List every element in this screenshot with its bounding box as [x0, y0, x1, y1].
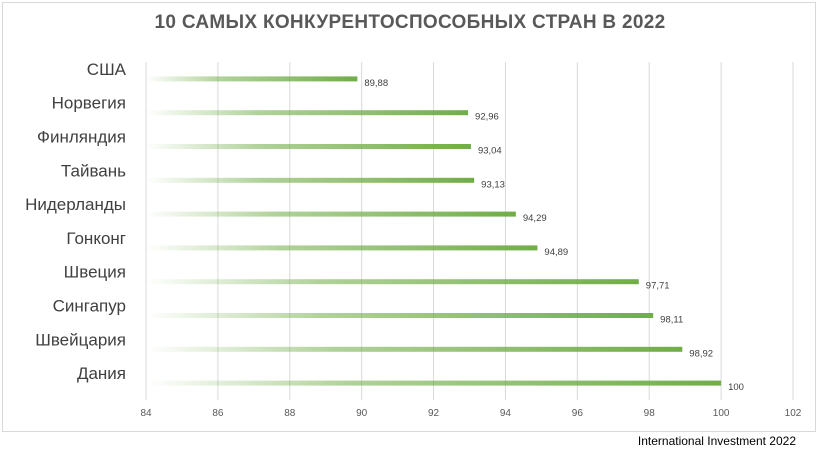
bar [146, 346, 683, 352]
bar [146, 313, 654, 318]
bar [146, 110, 469, 116]
bar [146, 177, 475, 183]
bar [146, 211, 516, 217]
x-tick-label: 100 [713, 408, 730, 419]
category-label: Нидерланды [25, 195, 126, 214]
x-tick-label: 92 [428, 408, 440, 419]
value-label: 98,92 [689, 348, 713, 359]
category-label: Норвегия [52, 94, 126, 113]
x-tick-label: 84 [140, 408, 152, 419]
value-label: 93,04 [478, 146, 502, 157]
x-tick-label: 94 [500, 408, 512, 419]
x-tick-label: 96 [572, 408, 584, 419]
category-label: Швейцария [35, 330, 126, 349]
bar [146, 76, 358, 82]
category-label: Дания [77, 364, 126, 383]
value-label: 98,11 [660, 315, 683, 326]
x-axis-ticks: 84 86 88 90 92 94 96 98 100 102 [140, 408, 801, 419]
bar [146, 245, 538, 251]
category-label: Гонконг [66, 229, 126, 248]
value-label: 89,88 [364, 78, 388, 89]
x-tick-label: 86 [212, 408, 224, 419]
category-label: Швеция [64, 263, 126, 282]
chart-title: 10 САМЫХ КОНКУРЕНТОСПОСОБНЫХ СТРАН В 202… [154, 12, 666, 33]
source-note: International Investment 2022 [637, 434, 796, 448]
value-label: 100 [728, 382, 744, 393]
value-labels: 89,88 92,96 93,04 93,13 94,29 94,89 97,71 98,11… [364, 78, 744, 393]
x-tick-label: 88 [284, 408, 296, 419]
value-label: 94,89 [544, 247, 568, 258]
value-label: 97,71 [646, 281, 670, 292]
category-labels: США Норвегия Финляндия Тайвань Нидерланды Гон… [25, 60, 127, 383]
bars [146, 76, 722, 386]
x-tick-label: 102 [785, 408, 802, 419]
bar [146, 279, 639, 285]
bar-chart: США Норвегия Финляндия Тайвань Нидерланды Гон… [25, 60, 802, 419]
category-label: США [87, 60, 127, 79]
x-tick-label: 90 [356, 408, 368, 419]
value-label: 92,96 [475, 112, 499, 123]
bar [146, 144, 471, 149]
category-label: Тайвань [61, 161, 126, 180]
gridlines [145, 62, 794, 400]
value-label: 93,13 [481, 179, 505, 190]
category-label: Финляндия [37, 128, 126, 147]
value-label: 94,29 [523, 213, 547, 224]
chart-frame [2, 2, 816, 432]
category-label: Сингапур [53, 297, 126, 316]
bar [146, 380, 722, 386]
x-tick-label: 98 [644, 408, 656, 419]
